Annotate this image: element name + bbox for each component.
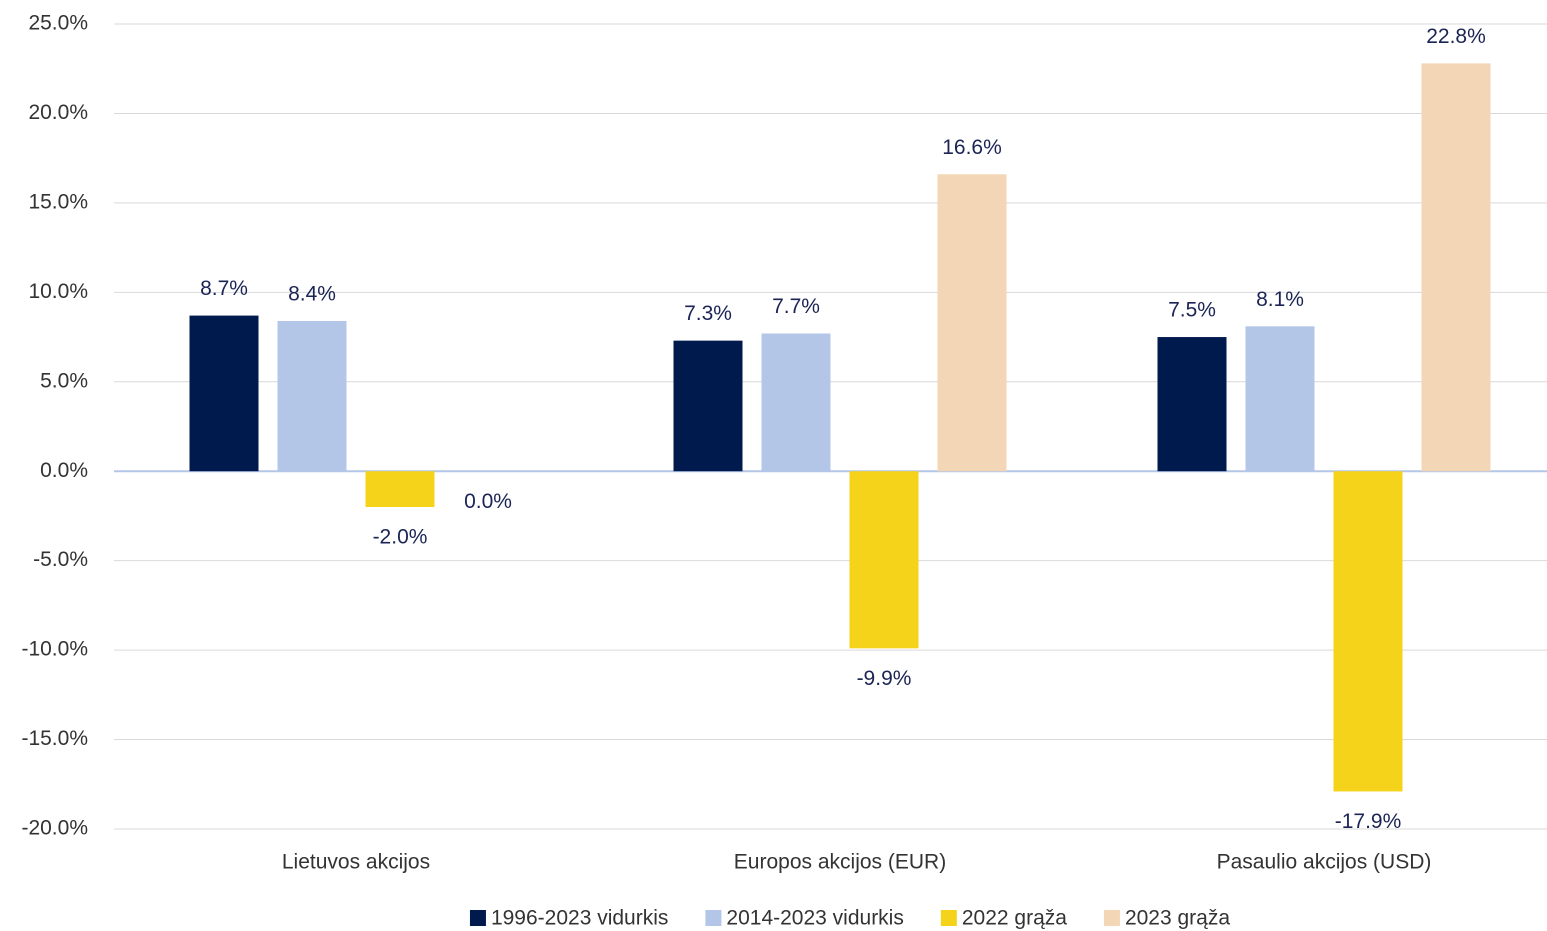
- data-label: 7.3%: [684, 302, 732, 325]
- data-label: 8.7%: [200, 277, 248, 300]
- y-tick-label: -15.0%: [21, 727, 88, 750]
- y-tick-label: 15.0%: [28, 190, 88, 213]
- x-tick-label: Lietuvos akcijos: [282, 851, 430, 874]
- bar: [937, 174, 1007, 472]
- data-label: 8.4%: [288, 283, 336, 306]
- y-tick-label: 10.0%: [28, 280, 88, 303]
- data-label: -17.9%: [1335, 810, 1402, 833]
- bar: [1157, 337, 1227, 472]
- data-label: 7.5%: [1168, 299, 1216, 322]
- data-label: -9.9%: [857, 667, 912, 690]
- legend-swatch: [469, 910, 486, 926]
- bar: [365, 471, 435, 507]
- bar: [1421, 63, 1491, 472]
- legend-label: 2014-2023 vidurkis: [726, 907, 903, 930]
- bar: [1333, 471, 1403, 792]
- y-tick-label: 25.0%: [28, 12, 88, 35]
- bar: [849, 471, 919, 649]
- data-label: 7.7%: [772, 295, 820, 318]
- y-tick-label: 5.0%: [40, 369, 88, 392]
- bar: [761, 333, 831, 472]
- x-tick-label: Europos akcijos (EUR): [734, 851, 946, 874]
- y-tick-label: 20.0%: [28, 101, 88, 124]
- bar: [1245, 326, 1315, 472]
- legend-label: 2023 grąža: [1125, 907, 1230, 930]
- data-label: 16.6%: [942, 136, 1002, 159]
- y-tick-label: -5.0%: [33, 548, 88, 571]
- y-tick-label: -20.0%: [21, 817, 88, 840]
- y-tick-label: 0.0%: [40, 459, 88, 482]
- x-tick-label: Pasaulio akcijos (USD): [1217, 851, 1432, 874]
- bar: [189, 315, 259, 472]
- bar: [673, 340, 743, 472]
- legend-swatch: [940, 910, 957, 926]
- data-label: -2.0%: [373, 526, 428, 549]
- legend-swatch: [705, 910, 722, 926]
- data-label: 22.8%: [1426, 25, 1486, 48]
- legend-swatch: [1103, 910, 1120, 926]
- data-label: 0.0%: [464, 490, 512, 513]
- legend-label: 1996-2023 vidurkis: [491, 907, 668, 930]
- bar: [277, 320, 347, 472]
- legend-label: 2022 grąža: [962, 907, 1067, 930]
- data-label: 8.1%: [1256, 288, 1304, 311]
- y-tick-label: -10.0%: [21, 638, 88, 661]
